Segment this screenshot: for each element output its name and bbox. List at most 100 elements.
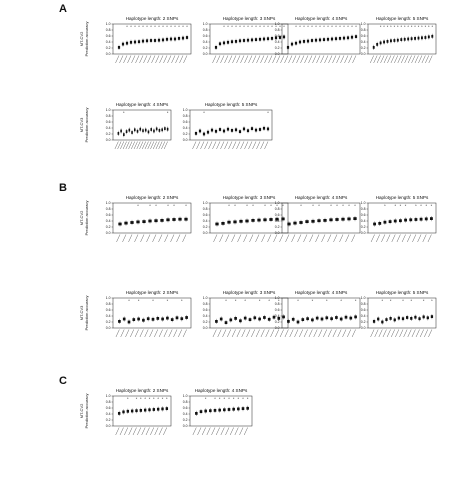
significance-star: *: [282, 203, 284, 208]
data-box: [274, 36, 278, 40]
data-box: [142, 129, 144, 133]
y-tick-label: 0.8: [361, 28, 366, 32]
x-tick-label-stub: [117, 141, 122, 150]
significance-star: *: [268, 298, 270, 303]
data-box: [286, 46, 290, 49]
x-tick-label-stub: [200, 141, 205, 150]
y-tick-label: 0.0: [203, 231, 208, 235]
data-box: [218, 42, 222, 46]
x-tick-label-stub: [315, 234, 320, 243]
panel-frame: [112, 109, 172, 141]
significance-star: *: [157, 396, 159, 401]
data-box: [290, 42, 294, 46]
x-tick-label-stub: [244, 141, 249, 150]
y-tick-label: 0.4: [183, 126, 188, 130]
data-box: [404, 218, 408, 222]
panel-frame: [112, 23, 192, 55]
x-tick-label-stub: [344, 55, 349, 64]
data-box: [139, 409, 143, 412]
x-tick-label-stub: [370, 55, 374, 64]
significance-star: *: [149, 396, 151, 401]
x-tick-label-stub: [399, 329, 404, 338]
data-box: [145, 39, 149, 43]
significance-star: *: [311, 24, 313, 29]
data-box: [117, 132, 120, 135]
data-box: [378, 222, 382, 225]
significance-star: *: [154, 24, 156, 29]
x-tick-label-stub: [279, 329, 284, 338]
x-tick-label-stub: [299, 329, 304, 338]
x-tick-label-stub: [163, 329, 168, 338]
data-box: [180, 317, 184, 321]
data-box: [129, 40, 133, 44]
data-box: [237, 407, 240, 411]
x-tick-label-stub: [380, 55, 385, 64]
x-tick-label-stub: [124, 427, 129, 436]
x-tick-label-stub: [152, 141, 157, 150]
data-box: [219, 317, 223, 321]
x-tick-label-stub: [159, 55, 164, 64]
x-tick-label-stub: [395, 329, 400, 338]
x-tick-label-stub: [275, 329, 280, 338]
x-tick-label-stub: [127, 55, 132, 64]
significance-star: *: [205, 396, 207, 401]
x-tick-label-stub: [217, 329, 222, 338]
y-tick-label: 0.6: [106, 120, 111, 124]
x-tick-label-stub: [236, 329, 241, 338]
data-box: [130, 409, 134, 413]
significance-star: *: [259, 298, 261, 303]
data-box: [410, 317, 413, 320]
x-tick-label-stub: [163, 55, 168, 64]
significance-star: *: [425, 24, 427, 29]
data-box: [317, 219, 321, 223]
data-box: [234, 128, 238, 132]
data-box: [414, 37, 417, 40]
x-tick-label-stub: [378, 329, 383, 338]
panel-frame: [367, 297, 437, 329]
data-box: [418, 317, 421, 321]
x-tick-label-stub: [150, 427, 155, 436]
x-tick-label-stub: [264, 141, 269, 150]
x-tick-label-stub: [321, 234, 326, 243]
significance-star: *: [315, 24, 317, 29]
data-box: [164, 127, 166, 130]
data-box: [350, 35, 354, 39]
data-box: [226, 127, 230, 131]
significance-star: *: [234, 203, 236, 208]
data-box: [311, 219, 315, 223]
y-tick-label: 1.0: [106, 201, 111, 205]
x-tick-label-stub: [415, 329, 420, 338]
data-box: [221, 222, 225, 225]
panel-title: Haplotype length: 3 SNPs: [223, 195, 276, 200]
x-tick-label-stub: [260, 141, 265, 150]
data-box: [250, 38, 254, 42]
data-box: [136, 129, 139, 133]
x-tick-label-stub: [224, 141, 229, 150]
data-box: [234, 317, 237, 320]
x-tick-label-stub: [265, 329, 270, 338]
data-box: [410, 37, 413, 41]
data-box: [135, 409, 138, 413]
x-tick-label-stub: [225, 427, 230, 436]
significance-star: *: [247, 24, 249, 29]
x-tick-label-stub: [219, 234, 224, 243]
x-tick-label-stub: [336, 55, 341, 64]
panel-title: Haplotype length: 3 SNPs: [223, 16, 276, 21]
x-tick-label-stub: [260, 55, 265, 64]
data-box: [175, 316, 179, 320]
data-box: [131, 131, 133, 134]
data-box: [161, 317, 164, 321]
y-tick-label: 0.8: [275, 207, 280, 211]
y-tick-label: 0.8: [183, 114, 188, 118]
significance-star: *: [414, 24, 416, 29]
panel-frame: [209, 23, 289, 55]
data-box: [238, 130, 242, 133]
significance-star: *: [137, 203, 139, 208]
data-box: [389, 39, 392, 43]
row-ylabel: MT-CV2: [79, 31, 84, 46]
data-box: [117, 46, 121, 49]
x-tick-label-stub: [201, 427, 206, 436]
data-box: [144, 128, 147, 132]
significance-star: *: [326, 298, 328, 303]
